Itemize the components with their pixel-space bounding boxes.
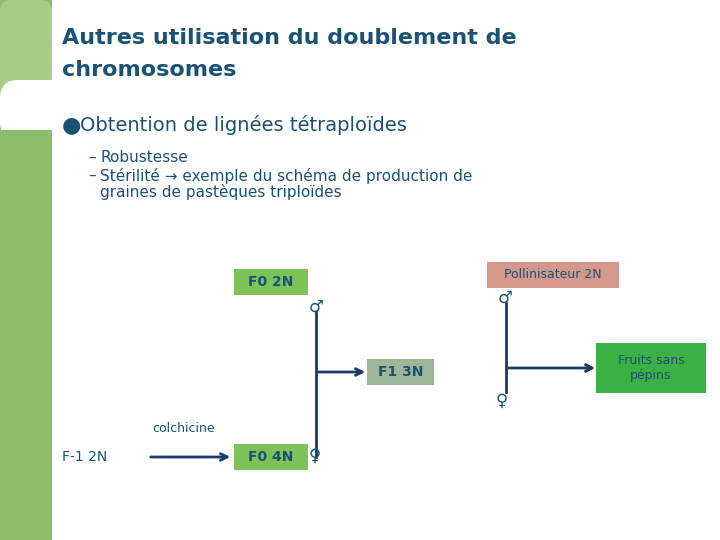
FancyBboxPatch shape — [596, 343, 706, 393]
Text: F0 4N: F0 4N — [248, 450, 294, 464]
FancyBboxPatch shape — [487, 262, 619, 288]
Text: ♀: ♀ — [309, 447, 321, 465]
FancyBboxPatch shape — [0, 0, 52, 120]
Text: ●: ● — [62, 115, 81, 135]
FancyBboxPatch shape — [234, 444, 308, 470]
FancyBboxPatch shape — [0, 80, 120, 140]
FancyBboxPatch shape — [367, 359, 434, 385]
Text: F1 3N: F1 3N — [378, 365, 423, 379]
Text: Stérilité → exemple du schéma de production de: Stérilité → exemple du schéma de product… — [100, 168, 472, 184]
Text: F0 2N: F0 2N — [248, 275, 294, 289]
Text: Pollinisateur 2N: Pollinisateur 2N — [504, 268, 602, 281]
Text: –: – — [88, 150, 96, 165]
Text: Obtention de lignées tétraploïdes: Obtention de lignées tétraploïdes — [80, 115, 407, 135]
Text: Fruits sans: Fruits sans — [618, 354, 685, 367]
Text: ♂: ♂ — [498, 289, 513, 307]
Text: ♀: ♀ — [496, 392, 508, 410]
Text: graines de pastèques triploïdes: graines de pastèques triploïdes — [100, 184, 341, 200]
Text: colchicine: colchicine — [152, 422, 215, 435]
Text: F-1 2N: F-1 2N — [62, 450, 107, 464]
Text: ♂: ♂ — [309, 298, 324, 316]
Text: Autres utilisation du doublement de: Autres utilisation du doublement de — [62, 28, 517, 48]
Bar — [0, 0, 52, 540]
Text: Robustesse: Robustesse — [100, 150, 188, 165]
Text: –: – — [88, 168, 96, 183]
FancyBboxPatch shape — [234, 269, 308, 295]
Text: chromosomes: chromosomes — [62, 60, 236, 80]
Bar — [0, 130, 52, 540]
Text: pépins: pépins — [630, 369, 672, 382]
